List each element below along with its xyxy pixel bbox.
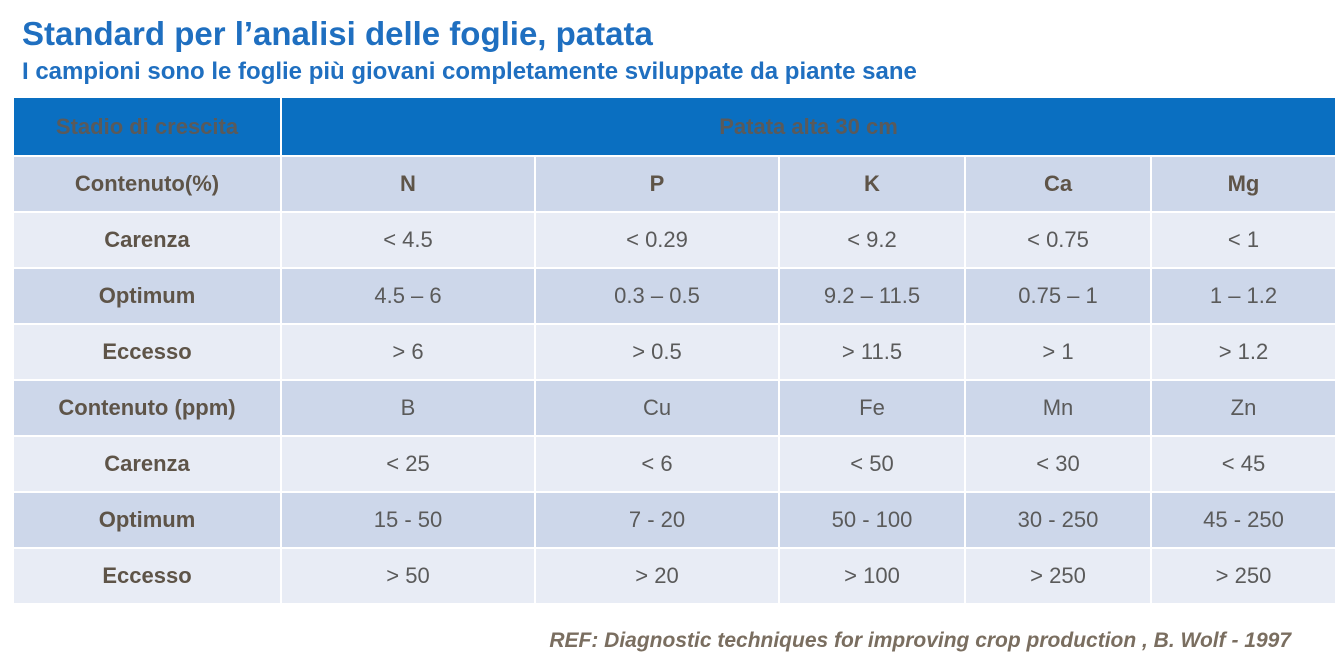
table-cell: > 20 bbox=[534, 547, 780, 605]
table-cell: Ca bbox=[964, 155, 1152, 213]
table-cell: < 0.29 bbox=[534, 211, 780, 269]
row-label: Carenza bbox=[12, 211, 282, 269]
table-cell: 9.2 – 11.5 bbox=[778, 267, 966, 325]
table-cell: > 100 bbox=[778, 547, 966, 605]
table-cell: > 250 bbox=[964, 547, 1152, 605]
table-cell: 50 - 100 bbox=[778, 491, 966, 549]
table-row: Eccesso > 6 > 0.5 > 11.5 > 1 > 1.2 bbox=[12, 323, 1337, 381]
table-cell: > 1 bbox=[964, 323, 1152, 381]
row-label: Contenuto(%) bbox=[12, 155, 282, 213]
leaf-analysis-table: Stadio di crescita Patata alta 30 cm Con… bbox=[12, 96, 1337, 605]
row-label: Eccesso bbox=[12, 547, 282, 605]
row-label: Eccesso bbox=[12, 323, 282, 381]
table-cell: P bbox=[534, 155, 780, 213]
table-row: Eccesso > 50 > 20 > 100 > 250 > 250 bbox=[12, 547, 1337, 605]
row-label: Optimum bbox=[12, 491, 282, 549]
table-cell: > 250 bbox=[1150, 547, 1337, 605]
table-cell: < 30 bbox=[964, 435, 1152, 493]
table-cell: Zn bbox=[1150, 379, 1337, 437]
table-row: Contenuto (ppm) B Cu Fe Mn Zn bbox=[12, 379, 1337, 437]
table-cell: 15 - 50 bbox=[280, 491, 536, 549]
row-label: Optimum bbox=[12, 267, 282, 325]
table-cell: > 6 bbox=[280, 323, 536, 381]
table-cell: > 50 bbox=[280, 547, 536, 605]
table-cell: > 0.5 bbox=[534, 323, 780, 381]
table-cell: < 0.75 bbox=[964, 211, 1152, 269]
table-cell: 45 - 250 bbox=[1150, 491, 1337, 549]
stage-label-cell: Stadio di crescita bbox=[12, 96, 282, 157]
table-cell: < 9.2 bbox=[778, 211, 966, 269]
table-row: Optimum 15 - 50 7 - 20 50 - 100 30 - 250… bbox=[12, 491, 1337, 549]
table-cell: B bbox=[280, 379, 536, 437]
table-cell: < 50 bbox=[778, 435, 966, 493]
table-cell: N bbox=[280, 155, 536, 213]
stage-value-cell: Patata alta 30 cm bbox=[280, 96, 1337, 157]
table-cell: > 1.2 bbox=[1150, 323, 1337, 381]
table-cell: < 6 bbox=[534, 435, 780, 493]
row-label: Contenuto (ppm) bbox=[12, 379, 282, 437]
table-cell: 1 – 1.2 bbox=[1150, 267, 1337, 325]
table-cell: 0.75 – 1 bbox=[964, 267, 1152, 325]
table-cell: K bbox=[778, 155, 966, 213]
table-cell: Mn bbox=[964, 379, 1152, 437]
table-cell: Cu bbox=[534, 379, 780, 437]
row-label: Carenza bbox=[12, 435, 282, 493]
table-row: Contenuto(%) N P K Ca Mg bbox=[12, 155, 1337, 213]
table-cell: < 4.5 bbox=[280, 211, 536, 269]
table-cell: 4.5 – 6 bbox=[280, 267, 536, 325]
table-cell: < 45 bbox=[1150, 435, 1337, 493]
reference-note: REF: Diagnostic techniques for improving… bbox=[549, 629, 1291, 652]
table-cell: < 25 bbox=[280, 435, 536, 493]
table-cell: > 11.5 bbox=[778, 323, 966, 381]
table-row: Carenza < 4.5 < 0.29 < 9.2 < 0.75 < 1 bbox=[12, 211, 1337, 269]
table-cell: Fe bbox=[778, 379, 966, 437]
table-row: Carenza < 25 < 6 < 50 < 30 < 45 bbox=[12, 435, 1337, 493]
table-cell: Mg bbox=[1150, 155, 1337, 213]
table-row: Optimum 4.5 – 6 0.3 – 0.5 9.2 – 11.5 0.7… bbox=[12, 267, 1337, 325]
table-header-row: Stadio di crescita Patata alta 30 cm bbox=[12, 96, 1337, 157]
table-cell: 30 - 250 bbox=[964, 491, 1152, 549]
table-cell: < 1 bbox=[1150, 211, 1337, 269]
table-cell: 7 - 20 bbox=[534, 491, 780, 549]
page-title: Standard per l’analisi delle foglie, pat… bbox=[22, 15, 653, 52]
table-cell: 0.3 – 0.5 bbox=[534, 267, 780, 325]
page-subtitle: I campioni sono le foglie più giovani co… bbox=[22, 58, 917, 85]
